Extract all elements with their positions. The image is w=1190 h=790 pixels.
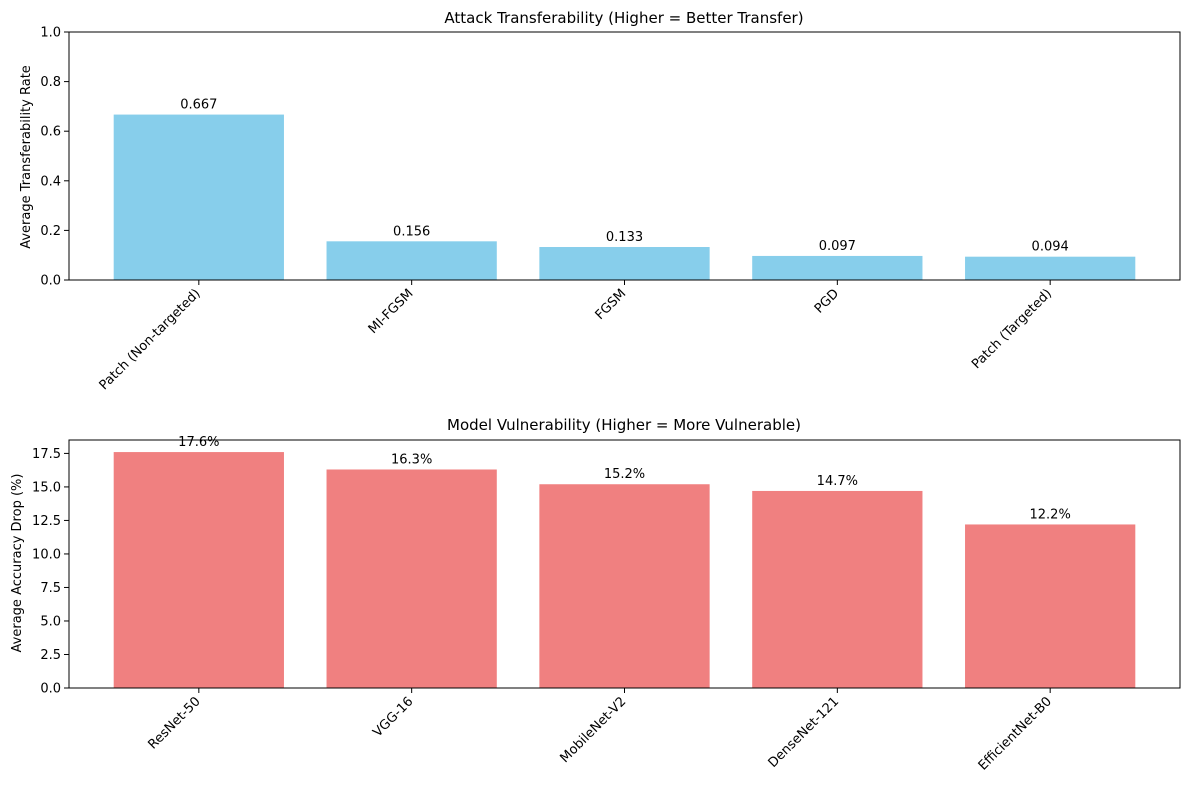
plot-frame (68, 31, 1181, 281)
chart-title: Model Vulnerability (Higher = More Vulne… (447, 416, 801, 434)
x-tick-label: ResNet-50 (145, 694, 203, 752)
data-label: 0.667 (180, 98, 217, 113)
bar (539, 484, 710, 688)
bar (965, 524, 1136, 688)
data-label: 16.3% (391, 452, 432, 467)
x-tick-label: MI-FGSM (366, 286, 417, 337)
y-tick-label: 15.0 (32, 480, 61, 495)
y-tick-label: 0.0 (40, 682, 61, 697)
data-label: 12.2% (1030, 507, 1071, 522)
data-label: 14.7% (817, 474, 858, 489)
bar (113, 452, 284, 688)
x-tick-label: Patch (Targeted) (969, 286, 1055, 372)
y-tick-label: 10.0 (32, 547, 61, 562)
y-axis-label: Average Transferability Rate (19, 65, 34, 249)
y-axis-label: Average Accuracy Drop (%) (10, 474, 25, 653)
data-label: 0.156 (393, 224, 430, 239)
bar (965, 256, 1136, 280)
vulnerability-chart: Model Vulnerability (Higher = More Vulne… (10, 416, 1181, 774)
chart-title: Attack Transferability (Higher = Better … (444, 9, 803, 27)
data-label: 15.2% (604, 467, 645, 482)
bar (113, 114, 284, 280)
y-tick-label: 0.4 (40, 174, 61, 189)
x-tick-label: VGG-16 (370, 694, 416, 740)
y-tick-label: 12.5 (32, 514, 61, 529)
x-tick-label: EfficientNet-B0 (976, 694, 1055, 773)
data-label: 17.6% (178, 435, 219, 450)
y-tick-label: 2.5 (40, 648, 61, 663)
x-tick-label: PGD (812, 286, 842, 316)
transferability-chart: Attack Transferability (Higher = Better … (19, 9, 1181, 393)
x-tick-label: Patch (Non-targeted) (97, 286, 204, 393)
y-tick-label: 5.0 (40, 614, 61, 629)
bar (752, 255, 923, 280)
x-tick-label: DenseNet-121 (766, 694, 843, 771)
bar (539, 247, 710, 280)
data-label: 0.133 (606, 230, 643, 245)
bar (752, 490, 923, 688)
y-tick-label: 0.2 (40, 224, 61, 239)
y-tick-label: 1.0 (40, 26, 61, 41)
x-tick-label: MobileNet-V2 (558, 694, 630, 766)
bar (326, 241, 497, 280)
y-tick-label: 7.5 (40, 581, 61, 596)
plot-frame (68, 439, 1181, 689)
y-tick-label: 0.6 (40, 125, 61, 140)
bar (326, 469, 497, 688)
y-tick-label: 0.0 (40, 274, 61, 289)
y-tick-label: 17.5 (32, 447, 61, 462)
data-label: 0.094 (1032, 240, 1069, 255)
data-label: 0.097 (819, 239, 856, 254)
x-tick-label: FGSM (593, 286, 630, 323)
y-tick-label: 0.8 (40, 75, 61, 90)
